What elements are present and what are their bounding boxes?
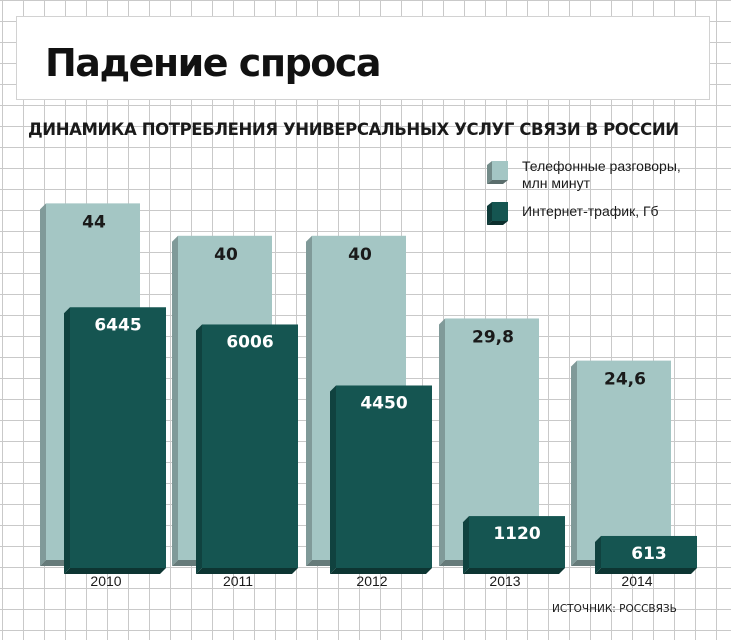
tick-label-2012: 2012	[356, 573, 387, 589]
label-phone-2013: 29,8	[472, 327, 514, 347]
label-phone-2010: 44	[82, 212, 106, 232]
label-phone-2012: 40	[348, 245, 372, 265]
label-phone-2014: 24,6	[604, 370, 646, 390]
bar-internet-2013-side	[463, 516, 469, 574]
label-internet-2014: 613	[631, 544, 667, 564]
tick-label-2011: 2011	[223, 573, 253, 589]
tick-label-2014: 2014	[621, 573, 652, 589]
bar-phone-2014	[577, 360, 671, 560]
bar-phone-2012-side	[306, 235, 312, 566]
bar-internet-2011	[202, 324, 298, 568]
bar-internet-2014-side	[595, 535, 601, 574]
label-phone-2011: 40	[214, 245, 238, 265]
legend-swatch-internet-side	[487, 202, 492, 225]
label-internet-2012: 4450	[360, 393, 407, 413]
chart-subtitle: ДИНАМИКА ПОТРЕБЛЕНИЯ УНИВЕРСАЛЬНЫХ УСЛУГ…	[28, 120, 679, 139]
bar-phone-2011-side	[172, 235, 178, 566]
bar-internet-2013	[469, 516, 565, 568]
bar-internet-2011-side	[196, 324, 202, 574]
tick-label-2010: 2010	[90, 573, 121, 589]
legend-label-phone: Телефонные разговоры, млн минут	[522, 158, 681, 191]
label-internet-2011: 6006	[226, 332, 273, 352]
bar-phone-2013-side	[439, 318, 445, 566]
bar-internet-2012-side	[330, 385, 336, 574]
legend-swatch-internet	[492, 202, 508, 221]
bar-internet-2010	[70, 307, 166, 568]
bar-internet-2013-base	[463, 568, 565, 574]
bar-internet-2014-base	[595, 568, 697, 574]
source-note: ИСТОЧНИК: РОССВЯЗЬ	[552, 603, 677, 615]
bar-phone-2014-side	[571, 360, 577, 566]
tick-label-2013: 2013	[489, 573, 520, 589]
chart-title: Падение спроса	[45, 41, 382, 85]
label-internet-2013: 1120	[493, 524, 540, 544]
bar-internet-2011-base	[196, 568, 298, 574]
title-box: Падение спроса	[16, 16, 710, 100]
legend-swatch-phone-base	[487, 180, 508, 184]
bar-internet-2012-base	[330, 568, 432, 574]
legend-swatch-phone	[492, 161, 508, 180]
bar-internet-2014	[601, 535, 697, 568]
bar-internet-2010-base	[64, 568, 166, 574]
bar-phone-2010-side	[40, 203, 46, 567]
bar-internet-2010-side	[64, 307, 70, 574]
bar-internet-2012	[336, 385, 432, 568]
legend-swatch-internet-base	[487, 221, 508, 225]
legend-swatch-phone-side	[487, 161, 492, 184]
label-internet-2010: 6445	[94, 315, 141, 335]
legend-label-internet: Интернет-трафик, Гб	[522, 203, 659, 219]
